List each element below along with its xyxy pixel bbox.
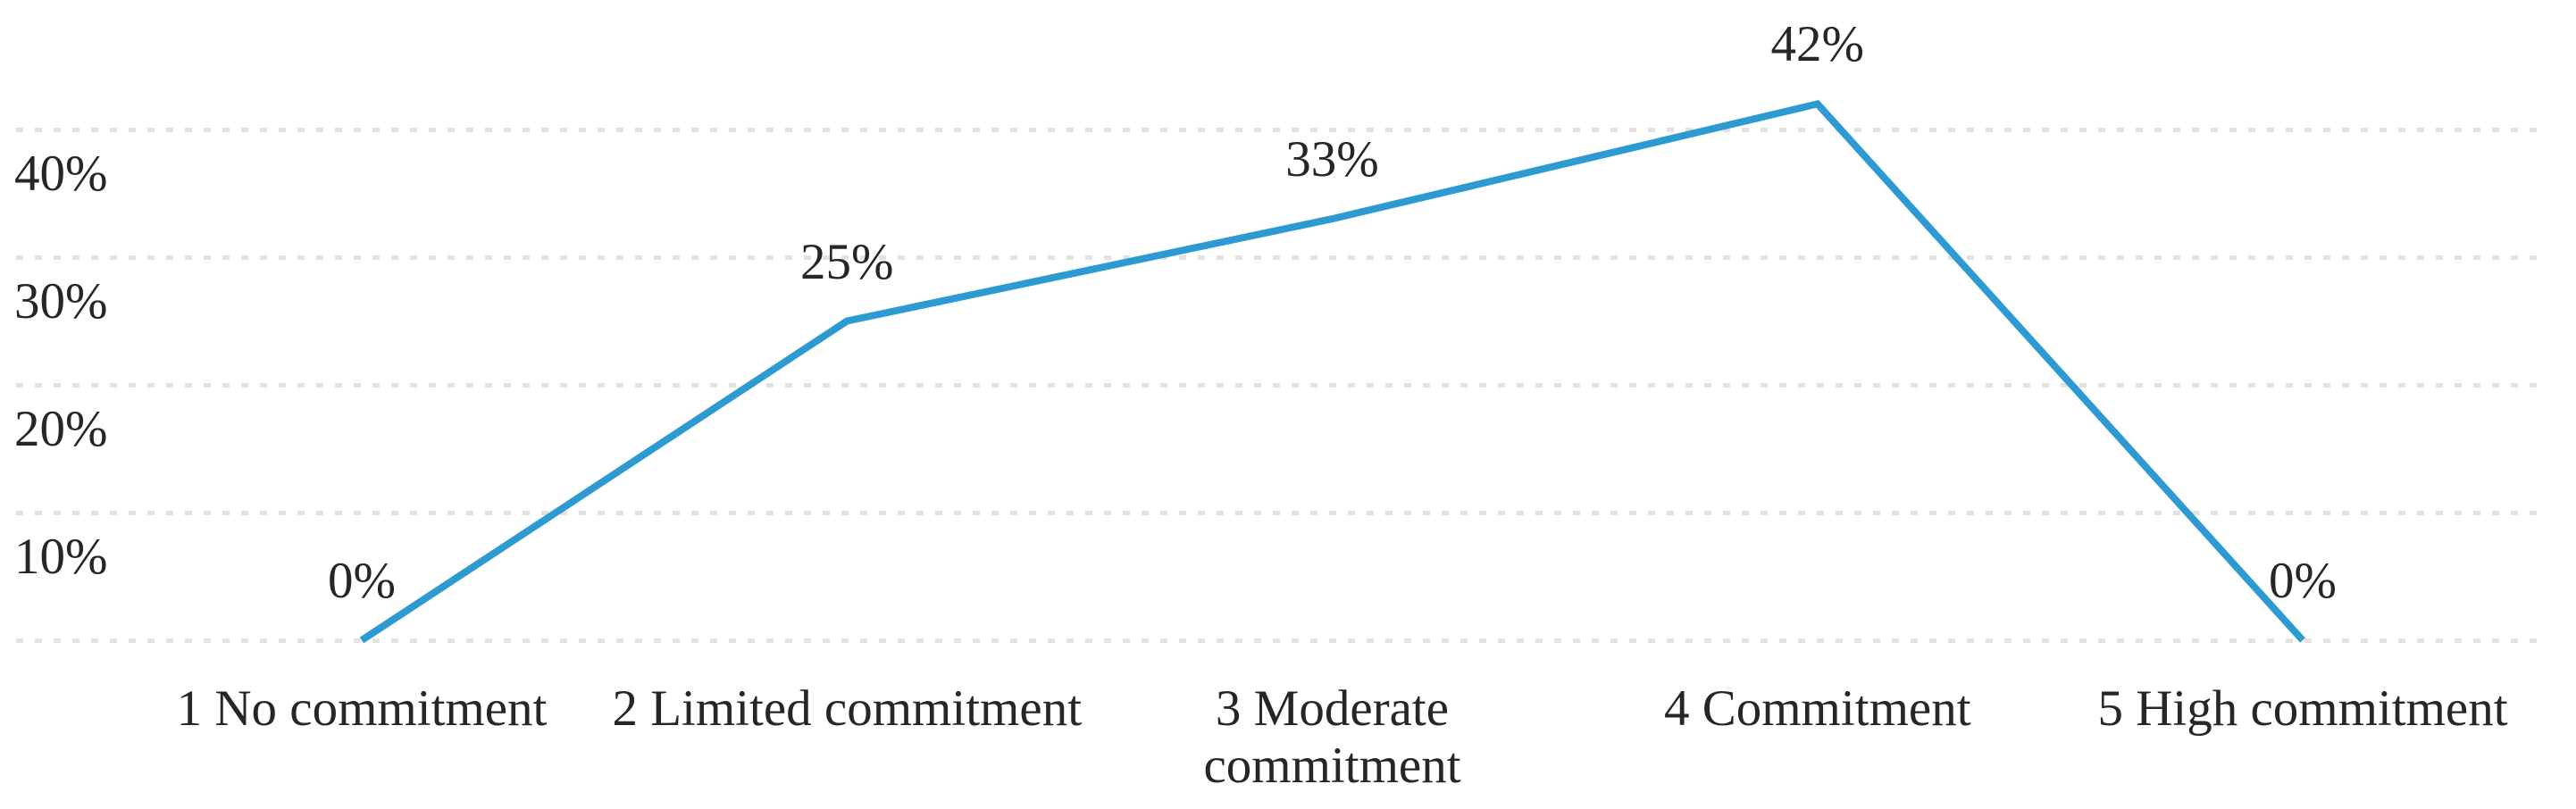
- y-tick-label: 30%: [14, 273, 108, 329]
- gridline: [16, 638, 2546, 643]
- x-axis-label: 1 No commitment: [176, 680, 548, 737]
- x-axis-label: 5 High commitment: [2097, 680, 2508, 737]
- gridline: [16, 128, 2546, 132]
- data-label: 0%: [328, 553, 396, 609]
- y-tick-label: 10%: [14, 529, 108, 585]
- data-label: 42%: [1770, 16, 1864, 73]
- x-axis-label: 2 Limited commitment: [612, 680, 1083, 737]
- gridline: [16, 255, 2546, 260]
- x-axis-label: 3 Moderate commitment: [1203, 680, 1461, 794]
- data-label: 33%: [1285, 131, 1379, 188]
- gridline: [16, 383, 2546, 388]
- x-axis-label: 4 Commitment: [1663, 680, 1971, 737]
- data-label: 25%: [800, 233, 894, 290]
- data-label: 0%: [2269, 553, 2337, 609]
- y-tick-label: 40%: [14, 146, 108, 202]
- series-line: [359, 99, 2305, 644]
- y-tick-label: 20%: [14, 401, 108, 457]
- gridline: [16, 511, 2546, 515]
